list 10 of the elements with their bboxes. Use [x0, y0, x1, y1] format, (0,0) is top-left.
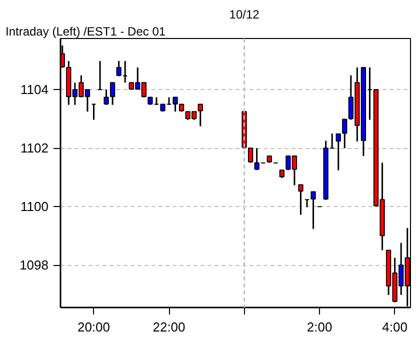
- chart-title: Intraday (Left) /EST1 - Dec 01: [6, 24, 166, 38]
- x-tick-label: 4:00: [382, 320, 408, 334]
- ref-line-label: 10/12: [229, 8, 260, 22]
- y-tick-label: 1100: [20, 199, 49, 214]
- x-tick-label: 2:00: [306, 320, 332, 334]
- x-tick-label: 22:00: [152, 320, 186, 334]
- y-tick-label: 1102: [20, 140, 49, 156]
- y-tick-label: 1104: [20, 82, 49, 98]
- x-tick-label: 20:00: [77, 320, 110, 334]
- y-tick-label: 1098: [20, 258, 48, 273]
